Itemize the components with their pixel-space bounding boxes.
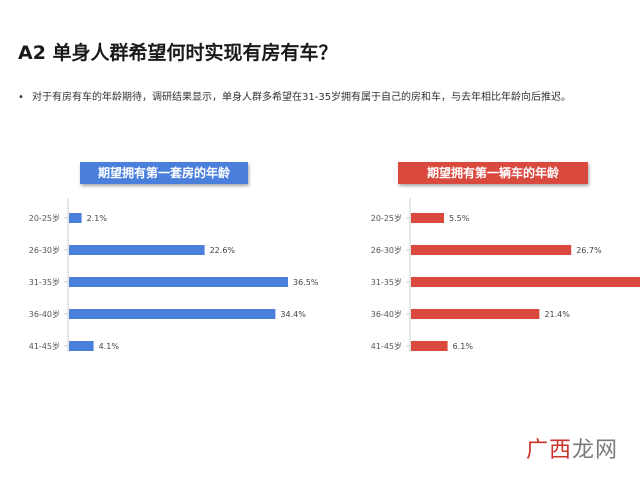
bar — [411, 341, 448, 351]
value-label: 5.5% — [449, 214, 470, 223]
value-label: 34.4% — [280, 310, 306, 319]
value-label: 4.1% — [99, 342, 120, 351]
category-label: 26-30岁 — [29, 245, 60, 255]
value-label: 2.1% — [87, 214, 108, 223]
bar — [69, 213, 82, 223]
bar — [411, 277, 640, 287]
bullet-text: • 对于有房有车的年龄期待，调研结果显示，单身人群多希望在31-35岁拥有属于自己… — [18, 88, 622, 103]
value-label: 21.4% — [544, 310, 570, 319]
category-label: 41-45岁 — [371, 341, 402, 351]
category-label: 31-35岁 — [29, 277, 60, 287]
page-title: A2 单身人群希望何时实现有房有车？ — [18, 42, 338, 64]
category-label: 36-40岁 — [371, 309, 402, 319]
category-label: 31-35岁 — [371, 277, 402, 287]
category-label: 20-25岁 — [371, 213, 402, 223]
bullet-marker: • — [18, 92, 24, 103]
watermark-part2: 龙网 — [571, 438, 618, 463]
bar — [411, 309, 540, 319]
chart-title-house: 期望拥有第一套房的年龄 — [80, 162, 248, 184]
watermark-part1: 广西 — [525, 438, 572, 463]
value-label: 22.6% — [210, 246, 236, 255]
category-label: 26-30岁 — [371, 245, 402, 255]
bar — [69, 277, 288, 287]
bar — [69, 309, 276, 319]
car-age-chart: 20-25岁5.5%26-30岁26.7%31-35岁40.3%36-40岁21… — [371, 198, 640, 352]
category-label: 36-40岁 — [29, 309, 60, 319]
bar — [411, 213, 444, 223]
house-age-chart: 20-25岁 2.1% 26-30岁 22.6% 31-35岁 36.5% 36-40岁 34… — [29, 198, 319, 352]
value-label: 36.5% — [293, 278, 319, 287]
chart-title-car: 期望拥有第一辆车的年龄 — [398, 162, 588, 184]
category-label: 20-25岁 — [29, 213, 60, 223]
value-label: 26.7% — [576, 246, 602, 255]
bullet-content: 对于有房有车的年龄期待，调研结果显示，单身人群多希望在31-35岁拥有属于自己的… — [32, 92, 572, 103]
bar — [69, 341, 94, 351]
bar — [411, 245, 572, 255]
category-label: 41-45岁 — [29, 341, 60, 351]
bar — [69, 245, 205, 255]
value-label: 6.1% — [453, 342, 474, 351]
watermark: 广西龙网 — [526, 432, 618, 464]
